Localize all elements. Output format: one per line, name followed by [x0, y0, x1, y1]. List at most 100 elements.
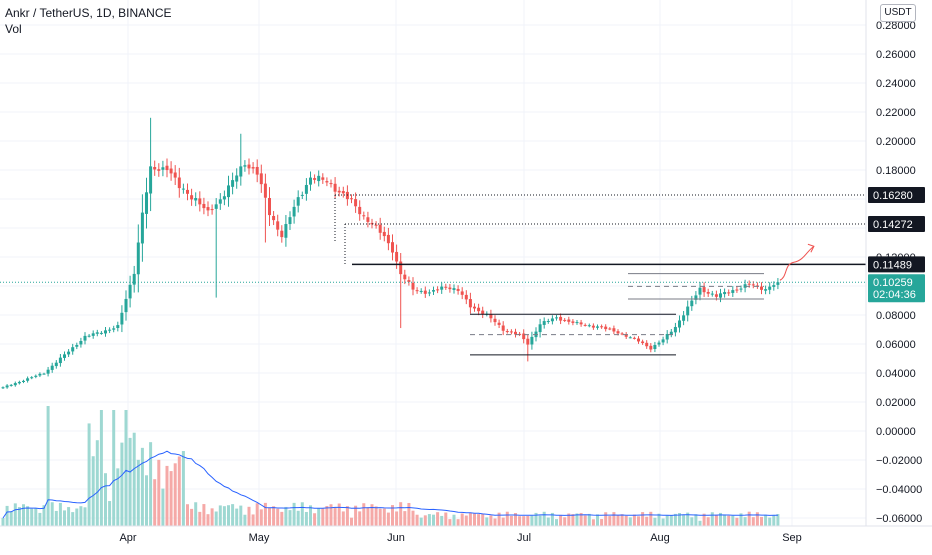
- volume-bar: [764, 514, 768, 526]
- candle-body: [686, 306, 690, 316]
- volume-label[interactable]: Vol: [5, 22, 22, 36]
- volume-bar: [448, 519, 452, 526]
- volume-bar: [542, 511, 546, 526]
- time-axis: Apr May Jun Jul Aug Sep: [0, 525, 932, 544]
- volume-bar: [218, 505, 222, 526]
- volume-bar: [87, 423, 91, 526]
- volume-bar: [317, 508, 321, 526]
- candle-body: [407, 280, 411, 282]
- candle-body: [391, 242, 394, 253]
- volume-bar: [530, 515, 534, 526]
- volume-bar: [407, 502, 411, 526]
- volume-bar: [690, 517, 694, 526]
- volume-bar: [682, 514, 686, 526]
- volume-bar: [58, 502, 62, 526]
- candle-body: [698, 287, 702, 295]
- volume-bar: [30, 508, 34, 526]
- candle-body: [173, 172, 177, 178]
- candle-body: [710, 293, 714, 295]
- volume-bar: [333, 506, 337, 526]
- level-0-16280-text: 0.16280: [873, 190, 913, 202]
- volume-bar: [247, 506, 251, 526]
- volume-bar: [714, 514, 718, 526]
- volume-bar: [309, 505, 312, 526]
- volume-bar: [518, 516, 522, 526]
- price-tick-label: 0.22000: [876, 107, 916, 119]
- price-tick-label: −0.02000: [876, 455, 922, 467]
- volume-bar: [526, 515, 530, 526]
- forecast-arrow-head: [807, 243, 815, 253]
- level-0-11489-text: 0.11489: [873, 259, 912, 271]
- candle-body: [448, 287, 452, 290]
- candle-body: [22, 380, 25, 382]
- volume-bar: [46, 406, 50, 526]
- candle-body: [34, 375, 38, 377]
- volume-bar: [124, 410, 128, 526]
- price-tick-label: 0.20000: [876, 136, 916, 148]
- candle-body: [63, 354, 66, 358]
- candle-body: [124, 298, 128, 313]
- time-tick-label: May: [249, 532, 270, 544]
- volume-bar: [120, 442, 124, 526]
- candle-body: [247, 164, 251, 169]
- candle-body: [198, 198, 202, 205]
- volume-bar: [427, 514, 431, 526]
- volume-bar: [157, 459, 161, 526]
- candle-body: [99, 332, 103, 334]
- volume-bar: [272, 506, 276, 526]
- candle-body: [366, 217, 370, 222]
- volume-bar: [145, 475, 148, 526]
- candle-body: [231, 180, 235, 187]
- volume-bar: [374, 506, 378, 526]
- candle-body: [239, 166, 243, 177]
- candle-body: [649, 345, 653, 350]
- volume-bar: [591, 519, 595, 526]
- volume-bar: [370, 504, 374, 526]
- candle-body: [333, 183, 337, 192]
- candle-body: [764, 289, 768, 291]
- candle-body: [706, 291, 710, 294]
- volume-bar: [13, 503, 17, 526]
- volume-bar: [698, 520, 702, 526]
- candle-body: [669, 331, 673, 335]
- candle-body: [468, 299, 472, 308]
- volume-bar: [337, 503, 341, 526]
- candle-body: [112, 328, 116, 330]
- candle-body: [690, 300, 694, 307]
- currency-button[interactable]: USDT: [880, 4, 916, 22]
- candle-body: [263, 183, 267, 198]
- candle-body: [542, 321, 546, 325]
- volume-bar: [95, 440, 99, 526]
- candle-body: [116, 325, 120, 329]
- candle-body: [432, 290, 435, 292]
- volume-bar: [255, 503, 259, 526]
- candle-body: [436, 289, 440, 291]
- volume-bar: [341, 511, 345, 526]
- price-tick-label: 0.06000: [876, 339, 916, 351]
- chart-title[interactable]: Ankr / TetherUS, 1D, BINANCE: [5, 6, 172, 20]
- volume-bar: [268, 507, 271, 526]
- volume-bar: [620, 514, 624, 526]
- candle-body: [489, 313, 493, 319]
- volume-bar: [362, 503, 366, 526]
- volume-bar: [395, 511, 399, 526]
- volume-bar: [263, 502, 267, 526]
- candle-body: [682, 315, 686, 321]
- volume-bar: [739, 513, 743, 526]
- volume-bar: [678, 512, 681, 526]
- volume-bar: [386, 512, 390, 526]
- volume-bar: [292, 502, 296, 526]
- candle-body: [292, 206, 296, 217]
- candle-body: [104, 330, 107, 334]
- candle-body: [9, 384, 13, 386]
- volume-ma-line: [2, 450, 778, 519]
- price-axis: 0.28000 0.26000 0.24000 0.22000 0.20000 0.180…: [865, 0, 922, 526]
- candle-body: [673, 326, 677, 333]
- volume-bar: [63, 510, 66, 526]
- candle-body: [464, 294, 468, 300]
- candle-body: [714, 294, 718, 297]
- candle-body: [38, 373, 42, 376]
- volume-bar: [382, 508, 386, 526]
- candle-body: [280, 230, 284, 238]
